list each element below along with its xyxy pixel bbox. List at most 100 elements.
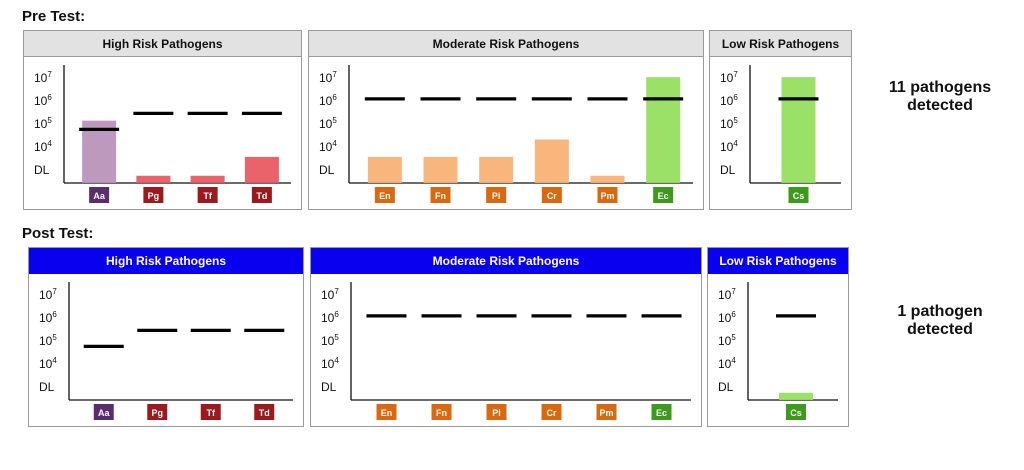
y-tick-label: 104 — [34, 139, 52, 154]
badge-label: Pi — [492, 408, 501, 418]
badge-label: Cr — [547, 191, 557, 201]
badge-pg — [147, 404, 168, 420]
bar-ec — [646, 77, 681, 183]
bar-td — [244, 156, 279, 183]
panel-post-moderate-risk-pathogens: Moderate Risk Pathogens DL 104 105 106 107 En F… — [310, 247, 702, 427]
badge-tf — [197, 187, 218, 203]
summary-line-2: detected — [907, 321, 973, 338]
badge-aa — [89, 187, 110, 203]
badge-fn — [430, 187, 451, 203]
badge-cs — [788, 187, 809, 203]
y-tick-label: 105 — [720, 116, 738, 131]
y-tick-label: 105 — [321, 333, 339, 348]
badge-label: Fn — [435, 191, 446, 201]
y-tick-label: 105 — [39, 333, 57, 348]
panel-header: Low Risk Pathogens — [710, 31, 851, 57]
summary-line-1: 1 pathogen — [897, 303, 983, 320]
badge-aa — [93, 404, 114, 420]
badge-fn — [431, 404, 452, 420]
y-tick-label: DL — [39, 380, 55, 394]
y-tick-label: 107 — [718, 287, 736, 302]
badge-ec — [653, 187, 674, 203]
y-tick-label: 107 — [319, 70, 337, 85]
badge-label: Ec — [656, 408, 667, 418]
bar-pi — [479, 156, 514, 183]
y-tick-label: 104 — [720, 139, 738, 154]
y-tick-label: 107 — [321, 287, 339, 302]
panel-pre-low-risk-pathogens: Low Risk Pathogens DL 104 105 106 107 Cs — [709, 30, 852, 210]
badge-pi — [486, 404, 507, 420]
badge-pg — [143, 187, 164, 203]
badge-label: Ec — [658, 191, 669, 201]
bar-aa — [82, 120, 117, 183]
y-tick-label: 106 — [718, 310, 736, 325]
badge-label: En — [379, 191, 391, 201]
badge-cr — [541, 187, 562, 203]
y-tick-label: 105 — [319, 116, 337, 131]
y-tick-label: DL — [34, 163, 50, 177]
y-tick-label: DL — [319, 163, 335, 177]
panel-pre-moderate-risk-pathogens: Moderate Risk Pathogens DL 104 105 106 107 En F… — [308, 30, 704, 210]
bar-en — [367, 156, 402, 183]
badge-label: Tf — [207, 408, 216, 418]
summary-line-2: detected — [907, 97, 973, 114]
badge-tf — [200, 404, 221, 420]
panel-header: High Risk Pathogens — [24, 31, 301, 57]
y-tick-label: 106 — [39, 310, 57, 325]
panel-chart: DL 104 105 106 107 Aa Pg Tf Td — [39, 282, 293, 420]
panel-post-high-risk-pathogens: High Risk Pathogens DL 104 105 106 107 Aa Pg Tf T… — [28, 247, 304, 427]
bar-fn — [423, 156, 458, 183]
y-tick-label: 107 — [34, 70, 52, 85]
y-tick-label: 105 — [34, 116, 52, 131]
badge-label: Pi — [492, 191, 501, 201]
y-tick-label: 107 — [720, 70, 738, 85]
panel-header: Moderate Risk Pathogens — [311, 248, 701, 274]
panel-pre-high-risk-pathogens: High Risk Pathogens DL 104 105 106 107 Aa Pg Tf T… — [23, 30, 302, 210]
bar-pg — [136, 175, 171, 183]
badge-label: Cr — [546, 408, 556, 418]
badge-label: Fn — [436, 408, 447, 418]
y-tick-label: 106 — [720, 93, 738, 108]
badge-ec — [651, 404, 672, 420]
panel-header: Moderate Risk Pathogens — [309, 31, 703, 57]
bar-cs — [781, 77, 816, 183]
badge-label: Pg — [148, 191, 160, 201]
post-test-title: Post Test: — [22, 225, 94, 242]
badge-label: Td — [256, 191, 267, 201]
panel-post-low-risk-pathogens: Low Risk Pathogens DL 104 105 106 107 Cs — [707, 247, 849, 427]
bar-tf — [190, 175, 225, 183]
panel-chart: DL 104 105 106 107 Cs — [720, 65, 841, 203]
y-tick-label: DL — [321, 380, 337, 394]
panel-chart: DL 104 105 106 107 Cs — [718, 282, 838, 420]
badge-label: Aa — [93, 191, 105, 201]
summary-line-1: 11 pathogens — [888, 79, 992, 96]
y-tick-label: DL — [720, 163, 736, 177]
y-tick-label: 107 — [39, 287, 57, 302]
pre-test-title: Pre Test: — [22, 8, 86, 25]
y-tick-label: 106 — [321, 310, 339, 325]
pre-test-summary: 11 pathogens detected — [870, 79, 1010, 115]
badge-label: Cs — [793, 191, 805, 201]
badge-td — [251, 187, 272, 203]
badge-label: Cs — [790, 408, 802, 418]
bar-cs — [779, 392, 813, 400]
panel-chart: DL 104 105 106 107 Aa Pg Tf Td — [34, 65, 291, 203]
badge-label: Pm — [600, 191, 614, 201]
y-tick-label: 104 — [718, 356, 736, 371]
bar-cr — [534, 139, 569, 183]
badge-label: Aa — [98, 408, 110, 418]
y-tick-label: 105 — [718, 333, 736, 348]
badge-en — [374, 187, 395, 203]
badge-label: En — [381, 408, 393, 418]
badge-cs — [786, 404, 806, 420]
y-tick-label: 106 — [34, 93, 52, 108]
panel-chart: DL 104 105 106 107 En Fn Pi Cr Pm Ec — [321, 282, 691, 420]
y-tick-label: 106 — [319, 93, 337, 108]
y-tick-label: 104 — [39, 356, 57, 371]
badge-pi — [486, 187, 507, 203]
badge-label: Td — [259, 408, 270, 418]
y-tick-label: 104 — [321, 356, 339, 371]
panel-header: High Risk Pathogens — [29, 248, 303, 274]
panel-chart: DL 104 105 106 107 En Fn Pi Cr Pm Ec — [319, 65, 693, 203]
panel-header: Low Risk Pathogens — [708, 248, 848, 274]
